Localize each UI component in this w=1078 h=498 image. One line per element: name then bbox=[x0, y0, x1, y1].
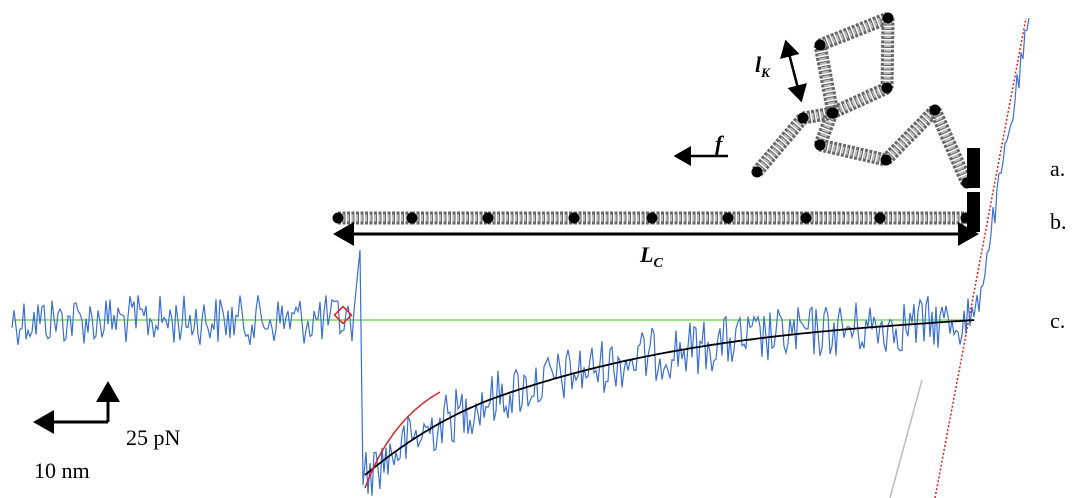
joint bbox=[929, 104, 941, 116]
joint bbox=[814, 139, 826, 151]
joint bbox=[882, 12, 894, 24]
row-label: a. bbox=[1050, 156, 1065, 181]
spring bbox=[881, 105, 940, 165]
force-label: f bbox=[715, 131, 725, 156]
joint bbox=[406, 212, 418, 224]
polymer-chains bbox=[332, 11, 973, 225]
contour-label: LC bbox=[639, 242, 663, 271]
joint bbox=[800, 212, 812, 224]
spring bbox=[813, 43, 840, 115]
row-label: c. bbox=[1050, 308, 1065, 333]
joint bbox=[482, 212, 494, 224]
joint bbox=[722, 212, 734, 224]
joint bbox=[797, 112, 809, 124]
row-label: b. bbox=[1050, 209, 1067, 234]
wlc-fit bbox=[364, 319, 975, 476]
force-trace bbox=[11, 17, 1030, 496]
spring bbox=[818, 138, 888, 167]
wall-top bbox=[967, 148, 980, 188]
joint bbox=[874, 212, 886, 224]
wlc-fit-start bbox=[364, 391, 441, 489]
distance-scale-label: 10 nm bbox=[34, 458, 90, 483]
joint bbox=[646, 212, 658, 224]
approach-fit bbox=[934, 17, 1027, 498]
force-scale-label: 25 pN bbox=[126, 425, 181, 450]
traces bbox=[11, 17, 1030, 498]
spring-core bbox=[754, 115, 806, 175]
joint bbox=[751, 166, 763, 178]
kuhn-label: lK bbox=[755, 52, 771, 80]
joint bbox=[332, 212, 344, 224]
spring-core bbox=[830, 84, 889, 117]
rupture-marker bbox=[333, 305, 353, 325]
spring bbox=[880, 17, 895, 89]
joint bbox=[814, 39, 826, 51]
wall-bottom bbox=[967, 192, 980, 232]
spring-core bbox=[883, 107, 938, 163]
spring-core bbox=[883, 17, 892, 89]
spring-core bbox=[818, 14, 890, 49]
joint bbox=[880, 154, 892, 166]
joint bbox=[826, 107, 838, 119]
joint bbox=[568, 212, 580, 224]
approach-line bbox=[889, 379, 923, 498]
joint bbox=[881, 82, 893, 94]
kuhn-arrow bbox=[780, 39, 807, 103]
